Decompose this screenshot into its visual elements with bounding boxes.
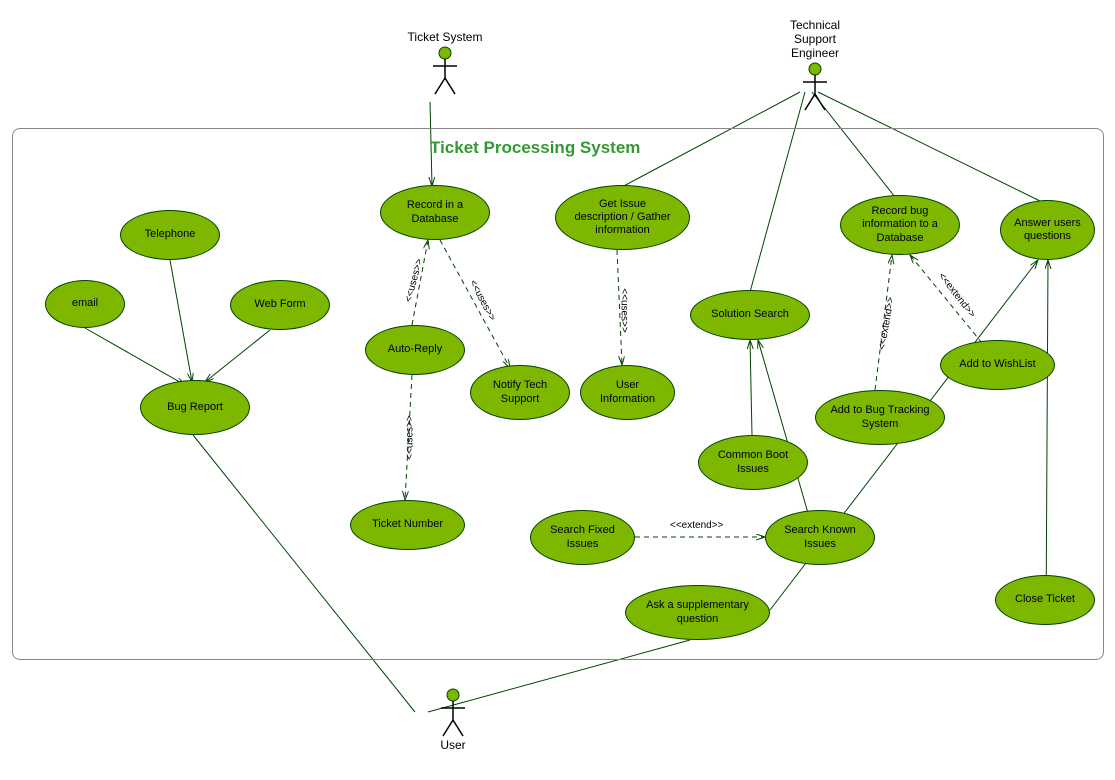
usecase-close_ticket: Close Ticket bbox=[995, 575, 1095, 625]
usecase-solution_search: Solution Search bbox=[690, 290, 810, 340]
edge-label: <<uses>> bbox=[405, 415, 416, 459]
usecase-ticket_number: Ticket Number bbox=[350, 500, 465, 550]
actor-user: User bbox=[408, 688, 498, 754]
usecase-telephone: Telephone bbox=[120, 210, 220, 260]
actor-ticket_system: Ticket System bbox=[400, 30, 490, 96]
usecase-webform: Web Form bbox=[230, 280, 330, 330]
usecase-record_db: Record in aDatabase bbox=[380, 185, 490, 240]
usecase-bugreport: Bug Report bbox=[140, 380, 250, 435]
usecase-autoreply: Auto-Reply bbox=[365, 325, 465, 375]
usecase-search_known: Search KnownIssues bbox=[765, 510, 875, 565]
system-title: Ticket Processing System bbox=[430, 138, 640, 158]
usecase-add_bug_track: Add to Bug TrackingSystem bbox=[815, 390, 945, 445]
usecase-answer_users: Answer usersquestions bbox=[1000, 200, 1095, 260]
edge-label: <<extend>> bbox=[670, 520, 723, 531]
usecase-add_wishlist: Add to WishList bbox=[940, 340, 1055, 390]
usecase-get_issue: Get Issuedescription / Gatherinformation bbox=[555, 185, 690, 250]
usecase-notify_tech: Notify TechSupport bbox=[470, 365, 570, 420]
usecase-record_bug: Record buginformation to aDatabase bbox=[840, 195, 960, 255]
actor-tech_engineer: TechnicalSupport Engineer bbox=[770, 18, 860, 112]
usecase-user_info: UserInformation bbox=[580, 365, 675, 420]
usecase-email: email bbox=[45, 280, 125, 328]
usecase-common_boot: Common BootIssues bbox=[698, 435, 808, 490]
edge-label: <<uses>> bbox=[619, 288, 630, 332]
usecase-ask_supp: Ask a supplementaryquestion bbox=[625, 585, 770, 640]
usecase-search_fixed: Search FixedIssues bbox=[530, 510, 635, 565]
